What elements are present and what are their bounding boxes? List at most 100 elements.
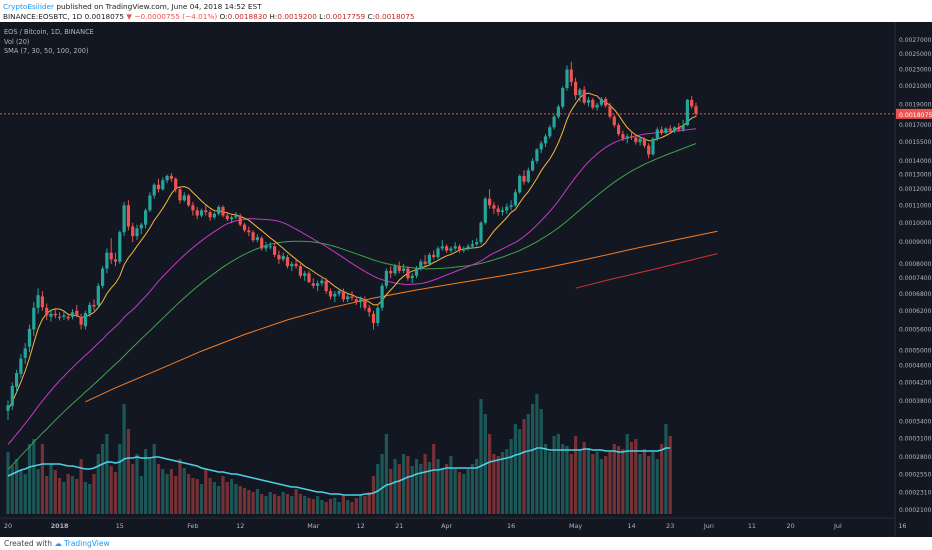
volume-bar <box>359 494 363 514</box>
volume-bar <box>475 459 479 514</box>
y-tick-label: 0.0011000 <box>899 202 932 209</box>
volume-layer <box>6 394 672 514</box>
volume-bar <box>187 474 191 514</box>
volume-bar <box>169 469 173 514</box>
volume-bar <box>156 464 161 514</box>
candle-body <box>449 248 453 251</box>
volume-bar <box>651 452 655 514</box>
volume-bar <box>53 470 57 514</box>
volume-bar <box>161 469 165 514</box>
volume-bar <box>96 454 100 514</box>
candle-body <box>178 189 182 201</box>
volume-bar <box>178 459 182 514</box>
x-tick-label: Mar <box>307 522 319 530</box>
candle-body <box>483 198 487 223</box>
volume-bar <box>522 419 526 514</box>
candle-body <box>290 263 294 267</box>
volume-bar <box>238 486 242 514</box>
candle-body <box>548 127 552 137</box>
x-tick-label: Jul <box>833 522 842 530</box>
volume-bar <box>79 459 83 514</box>
candle-body <box>139 224 143 229</box>
volume-bar <box>664 424 668 514</box>
candle-body <box>242 224 247 231</box>
candle-body <box>221 206 225 216</box>
volume-bar <box>260 494 264 514</box>
volume-bar <box>634 439 638 514</box>
volume-bar <box>174 476 178 514</box>
volume-bar <box>453 469 457 514</box>
candle-body <box>397 266 401 271</box>
candle-body <box>522 175 526 182</box>
x-tick-label: 12 <box>357 522 365 530</box>
volume-bar <box>500 452 505 514</box>
candle-body <box>406 268 410 279</box>
volume-bar <box>152 444 156 514</box>
volume-bar <box>199 484 204 514</box>
candle-body <box>303 273 307 276</box>
volume-bar <box>247 490 251 514</box>
candle-body <box>578 89 582 96</box>
candle-body <box>561 88 565 107</box>
volume-bar <box>290 496 294 514</box>
author-link[interactable]: CryptoEsilider <box>3 2 54 11</box>
volume-ma-line <box>7 447 671 496</box>
volume-bar <box>105 434 109 514</box>
candle-body <box>690 99 694 107</box>
volume-bar <box>423 454 427 514</box>
candle-body <box>32 307 36 330</box>
candle-body <box>638 138 642 143</box>
tradingview-brand[interactable]: TradingView <box>64 539 110 548</box>
candle-body <box>225 215 229 220</box>
volume-bar <box>488 434 492 514</box>
y-tick-label: 0.0002310 <box>899 489 932 496</box>
candle-body <box>419 261 423 269</box>
price-change: −0.0000755 (−4.01%) <box>134 12 218 21</box>
y-tick-label: 0.0019000 <box>899 102 932 109</box>
volume-bar <box>298 494 302 514</box>
candle-body <box>621 134 625 139</box>
candle-body <box>58 316 62 318</box>
volume-bar <box>40 444 44 514</box>
volume-bar <box>83 482 87 514</box>
candle-body <box>27 328 32 347</box>
volume-bar <box>432 444 436 514</box>
volume-bar <box>604 456 608 514</box>
candlestick-chart[interactable]: 0.0018075 0.0027000 0.0025000 0.0023000 0.00… <box>0 22 932 537</box>
y-tick-label: 0.0015500 <box>899 139 932 146</box>
volume-bar <box>561 444 565 514</box>
candle-body <box>526 170 530 182</box>
volume-bar <box>612 444 616 514</box>
volume-bar <box>131 464 135 514</box>
x-tick-label: 20 <box>787 522 795 530</box>
candle-body <box>539 143 543 150</box>
candle-body <box>552 116 556 128</box>
volume-bar <box>505 449 509 514</box>
candle-body <box>612 116 616 126</box>
candle-body <box>135 228 139 237</box>
chart-area[interactable]: 0.0018075 0.0027000 0.0025000 0.0023000 0.00… <box>0 22 932 537</box>
candle-body <box>660 129 664 133</box>
volume-bar <box>242 488 247 514</box>
candle-body <box>479 222 483 243</box>
volume-bar <box>6 452 10 514</box>
candle-body <box>182 195 186 201</box>
y-tick-label: 0.0005000 <box>899 347 932 354</box>
volume-bar <box>113 472 118 514</box>
volume-bar <box>273 494 277 514</box>
volume-bar <box>182 468 186 514</box>
candle-body <box>126 205 130 227</box>
volume-bar <box>148 459 152 514</box>
volume-bar <box>346 500 350 514</box>
candle-body <box>359 299 363 303</box>
close-value: 0.0018075 <box>375 12 415 21</box>
y-tick-label: 0.0004600 <box>899 363 932 370</box>
candle-body <box>582 89 586 103</box>
y-tick-label: 0.0004200 <box>899 379 932 386</box>
volume-bar <box>341 496 345 514</box>
candle-body <box>509 205 513 207</box>
volume-bar <box>316 496 320 514</box>
volume-bar <box>655 459 659 514</box>
candle-body <box>642 138 646 146</box>
symbol-info: BINANCE:EOSBTC, 1D 0.0018075 ▼ −0.000075… <box>3 12 415 21</box>
